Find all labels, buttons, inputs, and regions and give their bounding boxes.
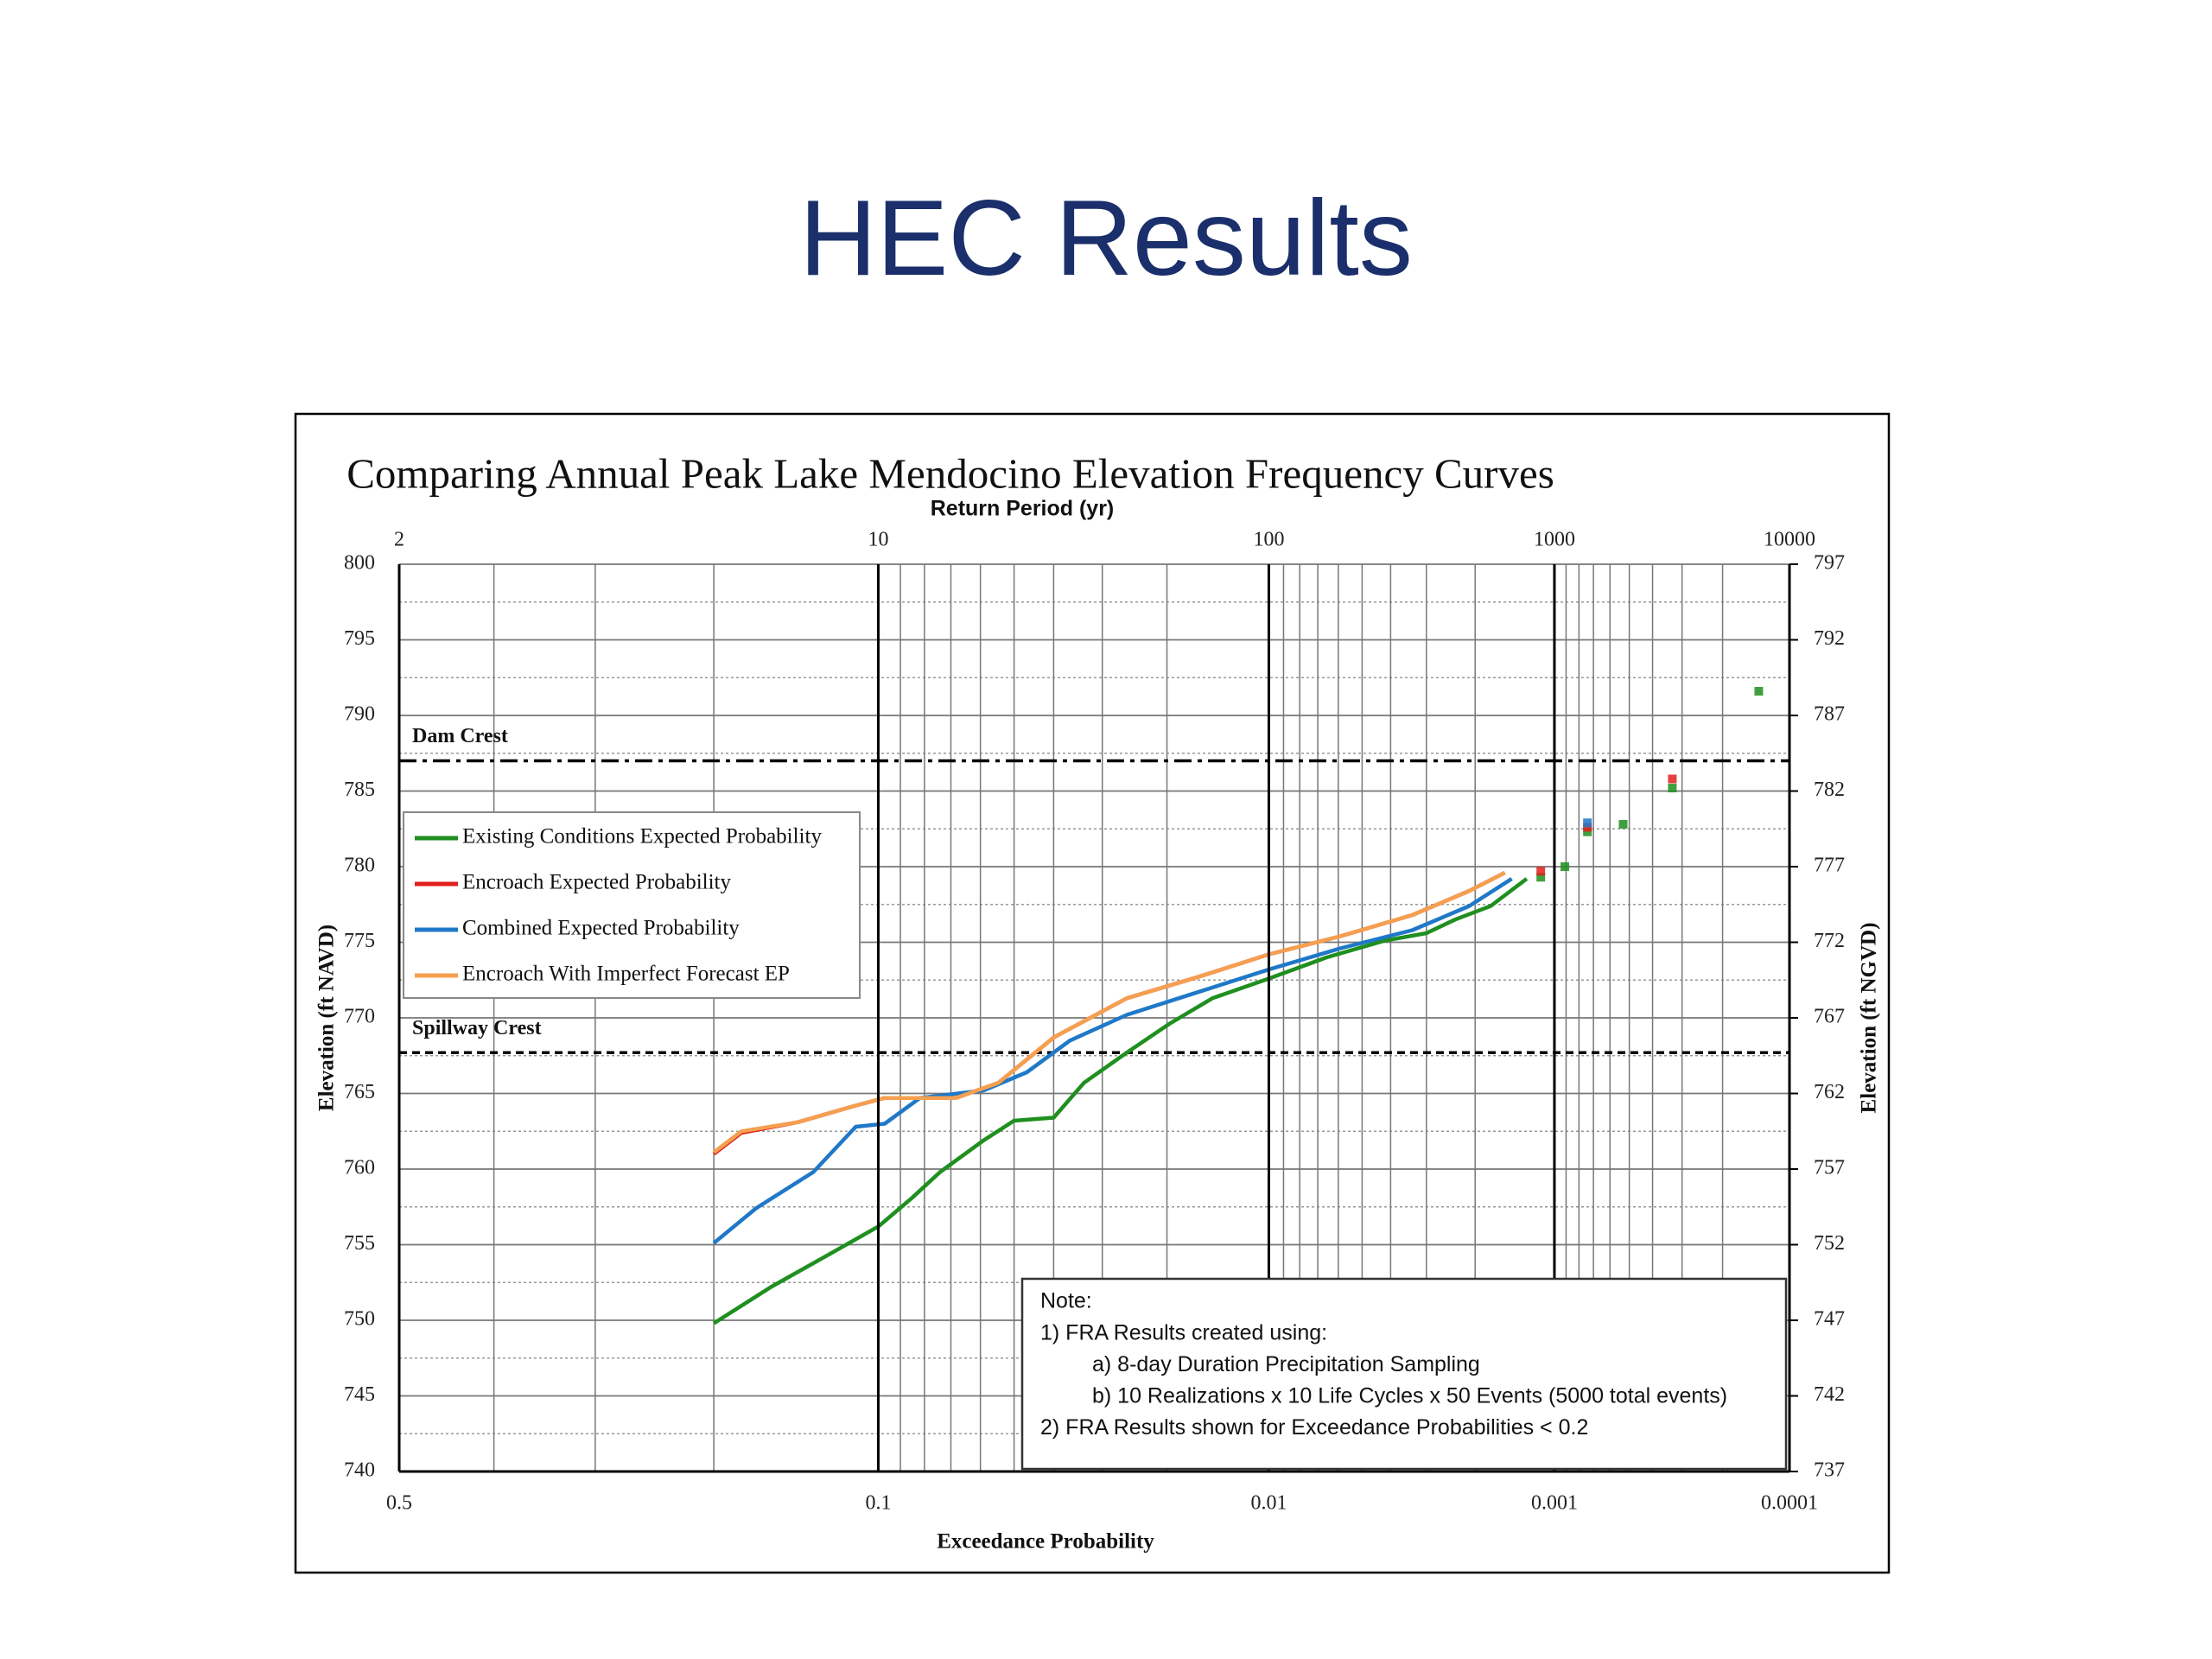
- y2-tick-label: 777: [1814, 855, 1845, 877]
- x-tick-label: 0.01: [1250, 1492, 1287, 1515]
- y2-tick-label: 752: [1814, 1232, 1845, 1255]
- series-line: [712, 877, 1513, 1245]
- note-line: 2) FRA Results shown for Exceedance Prob…: [1040, 1415, 1588, 1440]
- result-point: [1618, 820, 1628, 829]
- legend-label: Encroach With Imperfect Forecast EP: [462, 963, 790, 986]
- y2-tick-label: 767: [1814, 1006, 1845, 1028]
- y2-tick-label: 797: [1814, 552, 1845, 575]
- y-tick-label: 750: [344, 1308, 375, 1331]
- y2-tick-label: 782: [1814, 779, 1845, 801]
- note-frame: [1020, 1277, 1788, 1471]
- y-axis-label: Elevation (ft NAVD): [315, 925, 339, 1111]
- y2-tick-label: 757: [1814, 1157, 1845, 1179]
- y2-tick-label: 742: [1814, 1383, 1845, 1406]
- result-point: [1583, 823, 1592, 832]
- note-line: b) 10 Realizations x 10 Life Cycles x 50…: [1092, 1384, 1727, 1408]
- result-point: [1583, 818, 1592, 828]
- y-tick-label: 770: [344, 1006, 375, 1028]
- reference-label: Spillway Crest: [412, 1017, 542, 1039]
- y-tick-label: 800: [344, 552, 375, 575]
- x-tick-label: 0.001: [1531, 1492, 1578, 1515]
- legend: Existing Conditions Expected Probability…: [403, 811, 861, 999]
- y-tick-label: 760: [344, 1157, 375, 1179]
- chart-title: Comparing Annual Peak Lake Mendocino Ele…: [346, 449, 1554, 497]
- y2-axis-label: Elevation (ft NGVD): [1858, 923, 1881, 1114]
- y2-tick-label: 762: [1814, 1081, 1845, 1103]
- y-tick-label: 790: [344, 703, 375, 726]
- y2-tick-label: 772: [1814, 930, 1845, 952]
- x-tick-label: 0.0001: [1761, 1492, 1818, 1515]
- plot-area: [712, 687, 1764, 1325]
- x2-tick-label: 2: [394, 529, 404, 551]
- y-tick-label: 795: [344, 627, 375, 650]
- note-line: a) 8-day Duration Precipitation Sampling: [1092, 1352, 1480, 1376]
- y2-tick-label: 787: [1814, 703, 1845, 726]
- series-line: [712, 870, 1506, 1154]
- result-point: [1560, 862, 1570, 871]
- x2-axis-label: Return Period (yr): [931, 497, 1115, 521]
- result-point: [1536, 867, 1546, 876]
- y-tick-label: 745: [344, 1383, 375, 1406]
- result-point: [1536, 873, 1546, 882]
- legend-label: Combined Expected Probability: [462, 917, 740, 940]
- axes: 0.5 0.1 0.01 0.001 0.0001 2 10 100 1000 10000 740 7…: [344, 529, 1845, 1515]
- y2-tick-label: 792: [1814, 627, 1845, 650]
- x2-tick-label: 10: [868, 529, 888, 551]
- x2-tick-label: 1000: [1534, 529, 1575, 551]
- legend-label: Encroach Expected Probability: [462, 871, 731, 894]
- result-point: [1583, 827, 1592, 836]
- y-tick-label: 775: [344, 930, 375, 952]
- y2-tick-label: 747: [1814, 1308, 1845, 1331]
- y-tick-label: 780: [344, 855, 375, 877]
- note-box: Note: 1) FRA Results created using: a) 8-d…: [1020, 1277, 1788, 1471]
- result-point: [1668, 784, 1677, 792]
- result-point: [1668, 774, 1677, 784]
- series-line: [712, 877, 1529, 1325]
- x-tick-label: 0.5: [386, 1492, 412, 1515]
- x-tick-label: 0.1: [865, 1492, 891, 1515]
- x-axis-label: Exceedance Probability: [937, 1530, 1154, 1554]
- legend-box: [403, 811, 861, 999]
- y-tick-label: 785: [344, 779, 375, 801]
- legend-label: Existing Conditions Expected Probability: [462, 825, 822, 849]
- y2-tick-label: 737: [1814, 1459, 1845, 1482]
- y-tick-label: 755: [344, 1232, 375, 1255]
- x2-tick-label: 10000: [1764, 529, 1815, 551]
- note-heading: Note:: [1040, 1289, 1092, 1313]
- result-point: [1754, 687, 1764, 696]
- y-tick-label: 765: [344, 1081, 375, 1103]
- x2-tick-label: 100: [1253, 529, 1284, 551]
- slide-title: HEC Results: [799, 179, 1413, 298]
- y-tick-label: 740: [344, 1459, 375, 1482]
- note-line: 1) FRA Results created using:: [1040, 1321, 1327, 1345]
- reference-label: Dam Crest: [412, 725, 508, 747]
- reference-lines: Dam Crest Spillway Crest: [399, 725, 1789, 1054]
